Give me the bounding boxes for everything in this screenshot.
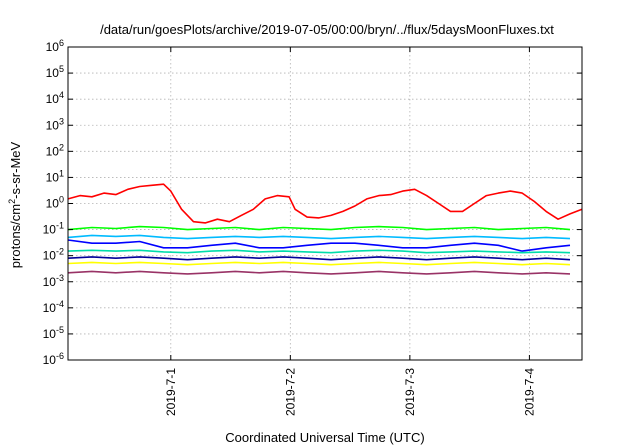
y-tick-label: 10-5: [43, 325, 64, 341]
y-tick-label-base: 10: [43, 223, 57, 237]
series-line: [67, 270, 571, 275]
series-line: [67, 183, 583, 224]
y-tick-label: 106: [46, 38, 64, 54]
y-tick-label-base: 10: [43, 353, 57, 367]
series-line: [67, 249, 571, 254]
y-tick-label-base: 10: [46, 197, 60, 211]
x-axis-title: Coordinated Universal Time (UTC): [225, 430, 424, 445]
y-tick-label-exponent: 0: [59, 195, 64, 205]
y-tick-label: 10-6: [43, 351, 64, 367]
y-tick-label-base: 10: [46, 144, 60, 158]
series-line: [67, 256, 571, 261]
chart-title: /data/run/goesPlots/archive/2019-07-05/0…: [100, 22, 554, 37]
y-tick-label: 105: [46, 64, 64, 80]
y-tick-label-base: 10: [46, 40, 60, 54]
series-layer: [67, 183, 583, 275]
grid-layer: [68, 47, 582, 360]
y-tick-label-base: 10: [46, 92, 60, 106]
series-line: [67, 234, 571, 240]
y-tick-label-exponent: 1: [59, 168, 64, 178]
x-tick-layer: 2019-7-1 2019-7-2 2019-7-3 2019-7-4: [164, 47, 536, 416]
y-tick-label-exponent: 5: [59, 64, 64, 74]
y-axis-title: protons/cm2-s-sr-MeV: [7, 141, 23, 268]
y-tick-label-exponent: -2: [56, 247, 64, 257]
series-line: [67, 239, 571, 252]
y-tick-label-exponent: -1: [56, 221, 64, 231]
y-tick-label-base: 10: [43, 275, 57, 289]
y-axis-title-exponent: 2: [7, 199, 17, 204]
x-tick-label: 2019-7-1: [164, 368, 178, 416]
y-tick-label-exponent: -6: [56, 351, 64, 361]
y-tick-label-exponent: -3: [56, 273, 64, 283]
y-tick-label: 10-3: [43, 273, 64, 289]
y-tick-label: 104: [46, 90, 64, 106]
y-tick-label-exponent: 4: [59, 90, 64, 100]
series-line: [67, 261, 571, 266]
y-tick-label: 100: [46, 195, 64, 211]
y-axis-title-suffix: -s-sr-MeV: [8, 141, 23, 198]
y-tick-label: 103: [46, 116, 64, 132]
y-tick-label-exponent: -4: [56, 299, 64, 309]
y-tick-label-base: 10: [46, 118, 60, 132]
y-axis-title-prefix: protons/cm: [8, 204, 23, 268]
y-tick-label: 10-2: [43, 247, 64, 263]
y-tick-label: 101: [46, 168, 64, 184]
y-tick-label-base: 10: [46, 66, 60, 80]
series-line: [67, 225, 571, 231]
y-tick-label-exponent: -5: [56, 325, 64, 335]
y-tick-label: 10-4: [43, 299, 64, 315]
x-tick-label: 2019-7-4: [522, 368, 536, 416]
y-tick-label-exponent: 6: [59, 38, 64, 48]
y-tick-label: 102: [46, 142, 64, 158]
x-tick-label: 2019-7-2: [283, 368, 297, 416]
y-tick-label-exponent: 2: [59, 142, 64, 152]
x-tick-label: 2019-7-3: [403, 368, 417, 416]
y-tick-label-base: 10: [43, 327, 57, 341]
y-tick-label-base: 10: [46, 170, 60, 184]
y-tick-label-exponent: 3: [59, 116, 64, 126]
y-tick-label-base: 10: [43, 249, 57, 263]
y-tick-label-base: 10: [43, 301, 57, 315]
y-tick-label: 10-1: [43, 221, 64, 237]
y-tick-layer: 10-610-510-410-310-210-11001011021031041…: [43, 38, 582, 367]
